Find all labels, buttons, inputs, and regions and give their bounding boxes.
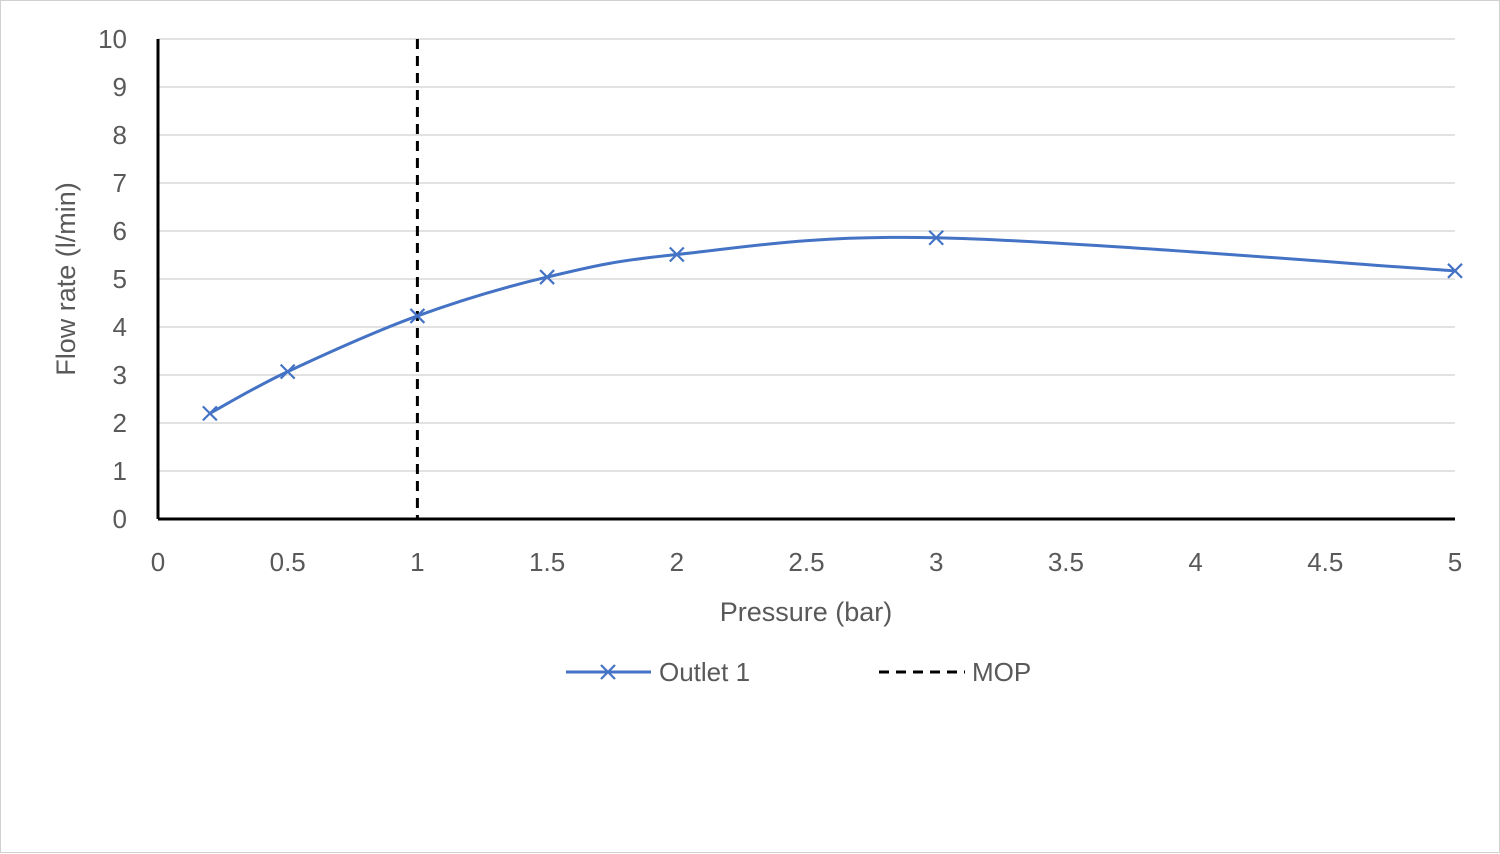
data-series [202,229,1463,422]
x-tick-label: 4 [1188,547,1202,577]
y-tick-label: 7 [113,168,127,198]
x-axis-title: Pressure (bar) [720,597,893,627]
y-tick-label: 6 [113,216,127,246]
y-axis-title: Flow rate (l/min) [51,182,81,376]
data-point-marker [279,363,296,380]
y-tick-label: 3 [113,360,127,390]
y-tick-label: 5 [113,264,127,294]
x-tick-label: 3 [929,547,943,577]
series-line-outlet-1 [209,235,1456,415]
data-point-marker [928,229,944,246]
x-tick-label: 4.5 [1307,547,1343,577]
y-tick-label: 1 [113,456,127,486]
y-tick-label: 8 [113,120,127,150]
x-tick-labels: 0 0.5 1 1.5 2 2.5 3 3.5 4 4.5 5 [151,547,1462,577]
legend-label-mop: MOP [972,657,1031,687]
axes [156,39,1455,521]
legend: Outlet 1 MOP [566,657,1031,687]
legend-label-outlet-1: Outlet 1 [659,657,750,687]
x-tick-label: 1.5 [529,547,565,577]
y-tick-label: 2 [113,408,127,438]
gridlines [158,38,1455,472]
x-tick-label: 5 [1448,547,1462,577]
x-tick-label: 2 [670,547,684,577]
legend-marker-outlet-1 [600,664,616,680]
x-tick-label: 0 [151,547,165,577]
y-tick-label: 4 [113,312,127,342]
data-point-marker [202,405,218,422]
data-point-marker [539,269,555,285]
data-point-marker [669,246,685,263]
data-point-marker [1447,263,1463,279]
y-tick-label: 10 [98,24,127,54]
y-tick-label: 9 [113,72,127,102]
x-tick-label: 2.5 [788,547,824,577]
y-tick-labels: 0 1 2 3 4 5 6 7 8 9 10 [98,24,127,534]
x-tick-label: 3.5 [1048,547,1084,577]
x-tick-label: 1 [410,547,424,577]
data-point-marker [409,308,426,324]
y-tick-label: 0 [113,504,127,534]
x-tick-label: 0.5 [270,547,306,577]
